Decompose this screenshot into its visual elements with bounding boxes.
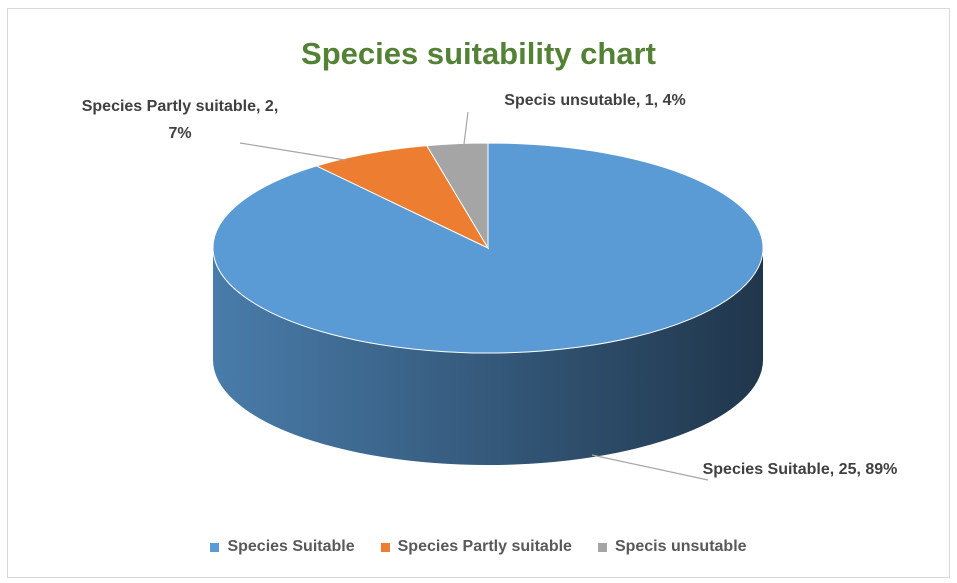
legend-entry: Species Partly suitable xyxy=(380,538,572,556)
chart-title: Species suitability chart xyxy=(301,36,656,71)
legend-label: Specis unsutable xyxy=(614,538,747,555)
legend-swatch xyxy=(380,542,390,552)
legend-label: Species Suitable xyxy=(227,538,355,555)
leader-line xyxy=(591,454,709,481)
leader-line xyxy=(239,142,346,161)
legend-swatch xyxy=(597,542,607,552)
data-label: Species Suitable, 25, 89% xyxy=(702,461,898,478)
legend-label: Species Partly suitable xyxy=(397,538,572,555)
data-label: Specis unsutable, 1, 4% xyxy=(504,92,686,109)
legend-entry: Specis unsutable xyxy=(597,538,747,556)
pie xyxy=(212,142,764,465)
data-label: Species Partly suitable, 2, 7% xyxy=(81,98,279,142)
slice-side xyxy=(213,248,763,465)
legend: Species Suitable Species Partly suitable S… xyxy=(0,538,957,556)
slice xyxy=(425,142,489,250)
leader-line xyxy=(463,111,469,145)
legend-entry: Species Suitable xyxy=(210,538,355,556)
slice xyxy=(315,145,490,250)
legend-swatch xyxy=(210,542,220,552)
